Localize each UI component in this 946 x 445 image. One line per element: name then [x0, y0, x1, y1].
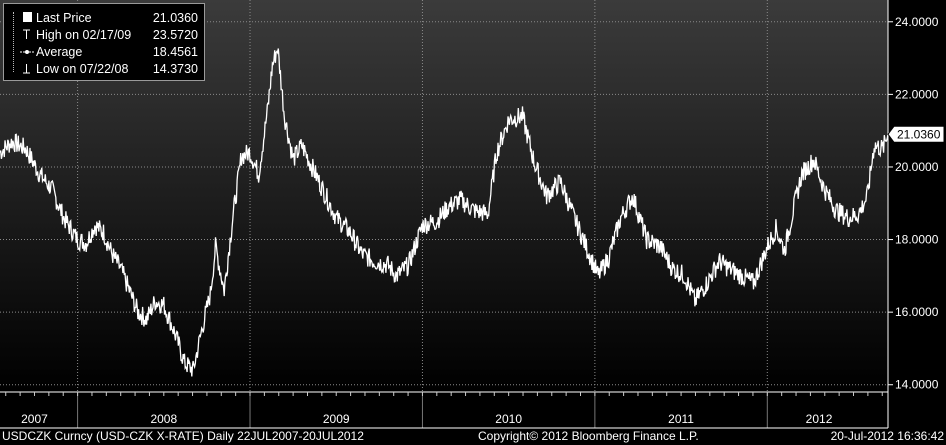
- legend-box: Last Price 21.0360 High on 02/17/09 23.5…: [3, 3, 205, 81]
- legend-high-label: High on 02/17/09: [36, 28, 132, 42]
- x-tick-label: 2009: [323, 412, 350, 426]
- timestamp: 20-Jul-2012 16:36:42: [830, 429, 944, 443]
- legend-low: Low on 07/22/08 14.3730: [4, 61, 204, 77]
- legend-last-value: 21.0360: [152, 11, 198, 25]
- y-tick-label: 22.0000: [895, 87, 939, 101]
- low-marker-icon: [20, 61, 34, 77]
- filled-square-icon: [20, 10, 34, 26]
- legend-low-label: Low on 07/22/08: [36, 62, 129, 76]
- average-line-icon: [20, 44, 34, 60]
- legend-high: High on 02/17/09 23.5720: [4, 27, 204, 43]
- axes: [0, 0, 893, 429]
- last-price-tag: [887, 125, 945, 143]
- legend-last-label: Last Price: [36, 11, 92, 25]
- legend-average: Average 18.4561: [4, 44, 204, 60]
- x-tick-label: 2010: [495, 412, 522, 426]
- legend-avg-value: 18.4561: [152, 45, 198, 59]
- x-tick-label: 2012: [806, 412, 833, 426]
- price-line: [0, 48, 889, 377]
- copyright-text: Copyright© 2012 Bloomberg Finance L.P.: [478, 429, 699, 443]
- x-tick-label: 2008: [150, 412, 177, 426]
- legend-tree-line: [13, 12, 15, 72]
- y-tick-label: 18.0000: [895, 233, 939, 247]
- legend-high-value: 23.5720: [152, 28, 198, 42]
- last-price-tag-label: 21.0360: [897, 127, 941, 141]
- y-tick-label: 14.0000: [895, 378, 939, 392]
- chart-footer: USDCZK Curncy (USD-CZK X-RATE) Daily 22J…: [0, 428, 946, 445]
- axis-labels: 14.0000 16.0000 18.0000 20.0000 22.0000 24.00…: [21, 15, 945, 426]
- legend-low-value: 14.3730: [152, 62, 198, 76]
- x-tick-label: 2011: [668, 412, 694, 426]
- y-tick-label: 24.0000: [895, 15, 939, 29]
- x-tick-label: 2007: [21, 412, 48, 426]
- legend-avg-label: Average: [36, 45, 83, 59]
- legend-last-price: Last Price 21.0360: [4, 10, 204, 26]
- high-marker-icon: [20, 27, 34, 43]
- y-tick-label: 20.0000: [895, 160, 939, 174]
- y-tick-label: 16.0000: [895, 305, 939, 319]
- ticker-description: USDCZK Curncy (USD-CZK X-RATE) Daily 22J…: [2, 429, 364, 443]
